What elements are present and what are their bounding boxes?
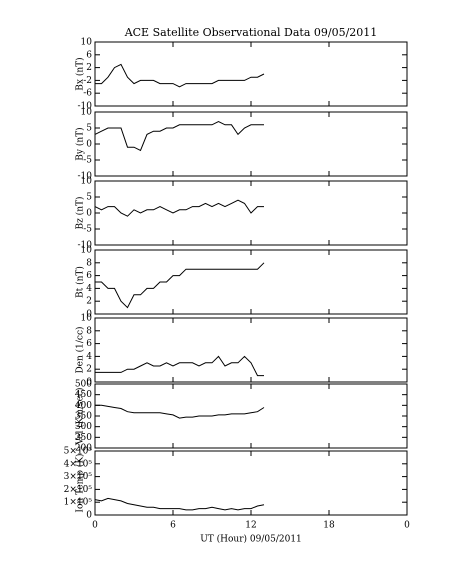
x-tick-label: 12 (245, 521, 256, 531)
data-line (95, 63, 265, 88)
y-tick-label: 500 (75, 380, 92, 390)
data-line (95, 355, 264, 377)
y-tick-label: 3×10⁵ (64, 472, 93, 482)
y-axis-label: Den (1/cc) (75, 326, 86, 373)
y-tick-label: 6 (86, 271, 92, 281)
y-tick-label: 0 (86, 140, 92, 150)
y-tick-label: 10 (81, 38, 93, 48)
y-tick-label: 10 (81, 246, 93, 256)
y-tick-label: -2 (83, 76, 92, 86)
y-tick-label: 8 (86, 326, 92, 336)
y-tick-label: -5 (83, 225, 92, 235)
y-tick-label: 4 (86, 284, 92, 294)
y-tick-label: 2 (86, 63, 92, 73)
data-line (94, 121, 264, 152)
chart-title: ACE Satellite Observational Data 09/05/2… (124, 26, 378, 39)
y-tick-label: 5×10⁵ (64, 447, 93, 457)
y-tick-label: -10 (78, 102, 93, 112)
y-tick-label: 0 (86, 511, 92, 521)
y-tick-label: 0 (86, 378, 92, 388)
x-tick-label: 0 (92, 521, 98, 531)
y-tick-label: -5 (83, 156, 92, 166)
y-tick-label: 6 (86, 50, 92, 60)
y-tick-label: 350 (75, 412, 92, 422)
y-tick-label: 10 (81, 108, 93, 118)
panel-frame (94, 450, 408, 516)
y-tick-label: 0 (86, 209, 92, 219)
y-tick-label: 250 (75, 433, 92, 443)
y-axis-label: Bt (nT) (75, 266, 86, 298)
y-axis-label: Ion Temp (K) (75, 453, 86, 512)
panel-frame (94, 317, 408, 383)
y-axis-label: Vel (Km/sec) (75, 387, 86, 445)
x-tick-label: 6 (170, 521, 176, 531)
panel-frame (94, 249, 408, 315)
panel-frame (94, 111, 408, 177)
x-tick-label: 0 (404, 521, 410, 531)
y-tick-label: 2 (86, 297, 92, 307)
y-tick-label: 5 (86, 124, 92, 134)
y-tick-label: 2 (86, 365, 92, 375)
y-tick-label: 5 (86, 193, 92, 203)
y-axis-label: By (nT) (75, 127, 86, 160)
y-tick-label: 8 (86, 258, 92, 268)
y-tick-label: 6 (86, 339, 92, 349)
data-line (94, 199, 264, 217)
y-tick-label: -10 (78, 172, 93, 182)
x-tick-label: 18 (323, 521, 335, 531)
y-tick-label: -6 (83, 89, 92, 99)
y-tick-label: 200 (75, 444, 92, 454)
y-tick-label: 1×10⁵ (64, 498, 93, 508)
x-axis-label: UT (Hour) 09/05/2011 (200, 534, 302, 545)
data-line (95, 262, 265, 309)
data-line (95, 404, 265, 419)
y-tick-label: 0 (86, 310, 92, 320)
panel-frame (94, 41, 408, 107)
y-tick-label: 10 (81, 177, 93, 187)
y-tick-label: 450 (75, 390, 92, 400)
y-tick-label: 4 (86, 352, 92, 362)
y-tick-label: 4×10⁵ (64, 459, 93, 469)
y-tick-label: -10 (78, 241, 93, 251)
panel-frame (94, 383, 408, 449)
y-tick-label: 2×10⁵ (64, 485, 93, 495)
data-line (94, 497, 265, 511)
y-tick-label: 400 (75, 401, 92, 411)
y-tick-label: 10 (81, 314, 93, 324)
y-tick-label: 300 (75, 422, 92, 432)
y-axis-label: Bx (nT) (75, 57, 86, 90)
y-axis-label: Bz (nT) (75, 196, 86, 229)
